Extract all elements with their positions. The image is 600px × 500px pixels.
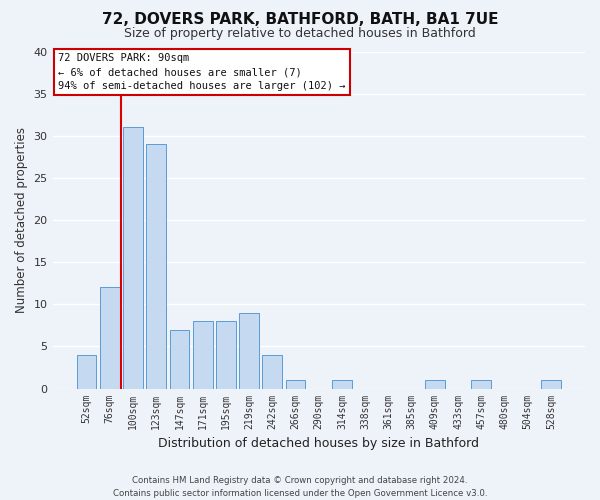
X-axis label: Distribution of detached houses by size in Bathford: Distribution of detached houses by size … xyxy=(158,437,479,450)
Bar xyxy=(216,321,236,388)
Y-axis label: Number of detached properties: Number of detached properties xyxy=(15,127,28,313)
Text: Contains HM Land Registry data © Crown copyright and database right 2024.
Contai: Contains HM Land Registry data © Crown c… xyxy=(113,476,487,498)
Bar xyxy=(170,330,190,388)
Bar xyxy=(77,355,97,388)
Bar xyxy=(286,380,305,388)
Text: 72, DOVERS PARK, BATHFORD, BATH, BA1 7UE: 72, DOVERS PARK, BATHFORD, BATH, BA1 7UE xyxy=(102,12,498,28)
Bar xyxy=(332,380,352,388)
Bar xyxy=(472,380,491,388)
Text: 72 DOVERS PARK: 90sqm
← 6% of detached houses are smaller (7)
94% of semi-detach: 72 DOVERS PARK: 90sqm ← 6% of detached h… xyxy=(58,53,346,91)
Bar xyxy=(146,144,166,388)
Bar xyxy=(100,288,119,388)
Bar xyxy=(262,355,282,388)
Bar xyxy=(193,321,212,388)
Bar xyxy=(239,312,259,388)
Bar xyxy=(123,128,143,388)
Bar xyxy=(541,380,561,388)
Text: Size of property relative to detached houses in Bathford: Size of property relative to detached ho… xyxy=(124,28,476,40)
Bar xyxy=(425,380,445,388)
